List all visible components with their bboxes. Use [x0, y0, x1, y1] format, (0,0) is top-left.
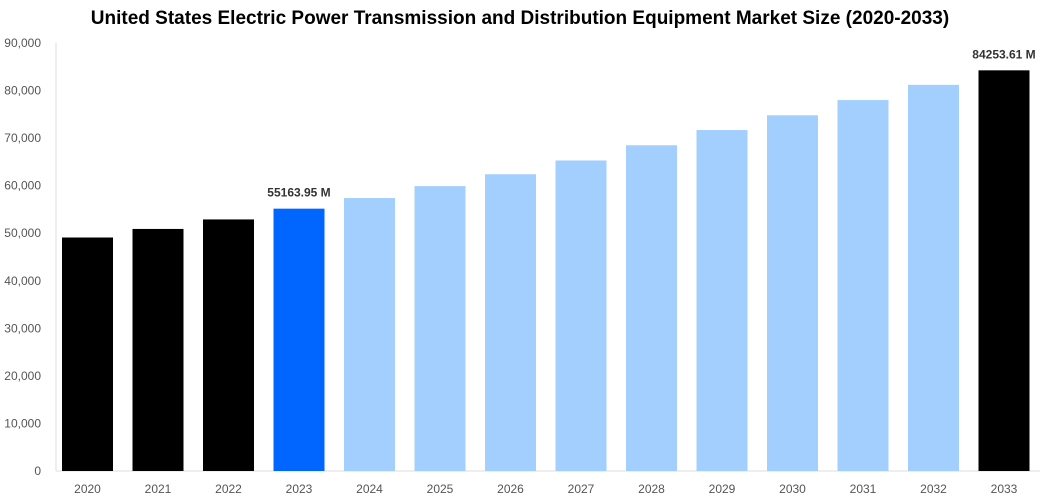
x-tick-label: 2023: [286, 482, 313, 496]
y-tick-label: 80,000: [4, 84, 41, 98]
y-tick-label: 90,000: [4, 36, 41, 50]
bar-2025: [414, 186, 466, 472]
x-tick-label: 2032: [920, 482, 947, 496]
bar-2032: [908, 84, 959, 472]
bar-2030: [767, 115, 818, 471]
bar-2022: [203, 219, 254, 471]
bar-2029: [696, 130, 748, 471]
bar-2028: [626, 145, 677, 471]
x-tick-label: 2033: [991, 482, 1018, 496]
y-tick-label: 60,000: [4, 179, 41, 193]
x-tick-label: 2028: [638, 482, 665, 496]
bar-2024: [344, 198, 395, 471]
y-tick-label: 30,000: [4, 321, 41, 335]
x-tick-label: 2030: [779, 482, 806, 496]
y-tick-label: 10,000: [4, 416, 41, 430]
data-label-2033: 84253.61 M: [972, 47, 1035, 61]
x-tick-label: 2026: [497, 482, 524, 496]
x-tick-label: 2024: [356, 482, 383, 496]
chart-title: United States Electric Power Transmissio…: [90, 8, 950, 29]
x-tick-label: 2025: [427, 482, 454, 496]
y-tick-label: 40,000: [4, 274, 41, 288]
y-tick-label: 20,000: [4, 369, 41, 383]
x-tick-label: 2021: [145, 482, 172, 496]
bar-2031: [837, 100, 889, 472]
y-tick-label: 70,000: [4, 131, 41, 145]
y-tick-label: 50,000: [4, 226, 41, 240]
x-tick-label: 2031: [850, 482, 877, 496]
bar-2026: [485, 174, 536, 471]
bar-2020: [62, 237, 113, 471]
x-tick-label: 2029: [709, 482, 736, 496]
bar-2027: [555, 160, 607, 471]
bar-2021: [132, 228, 184, 471]
x-tick-label: 2022: [215, 482, 242, 496]
data-label-2023: 55163.95 M: [267, 186, 330, 200]
x-tick-label: 2020: [74, 482, 101, 496]
y-tick-label: 0: [34, 464, 41, 478]
bar-2033: [978, 70, 1030, 472]
x-tick-label: 2027: [568, 482, 595, 496]
bar-2023: [273, 208, 325, 471]
